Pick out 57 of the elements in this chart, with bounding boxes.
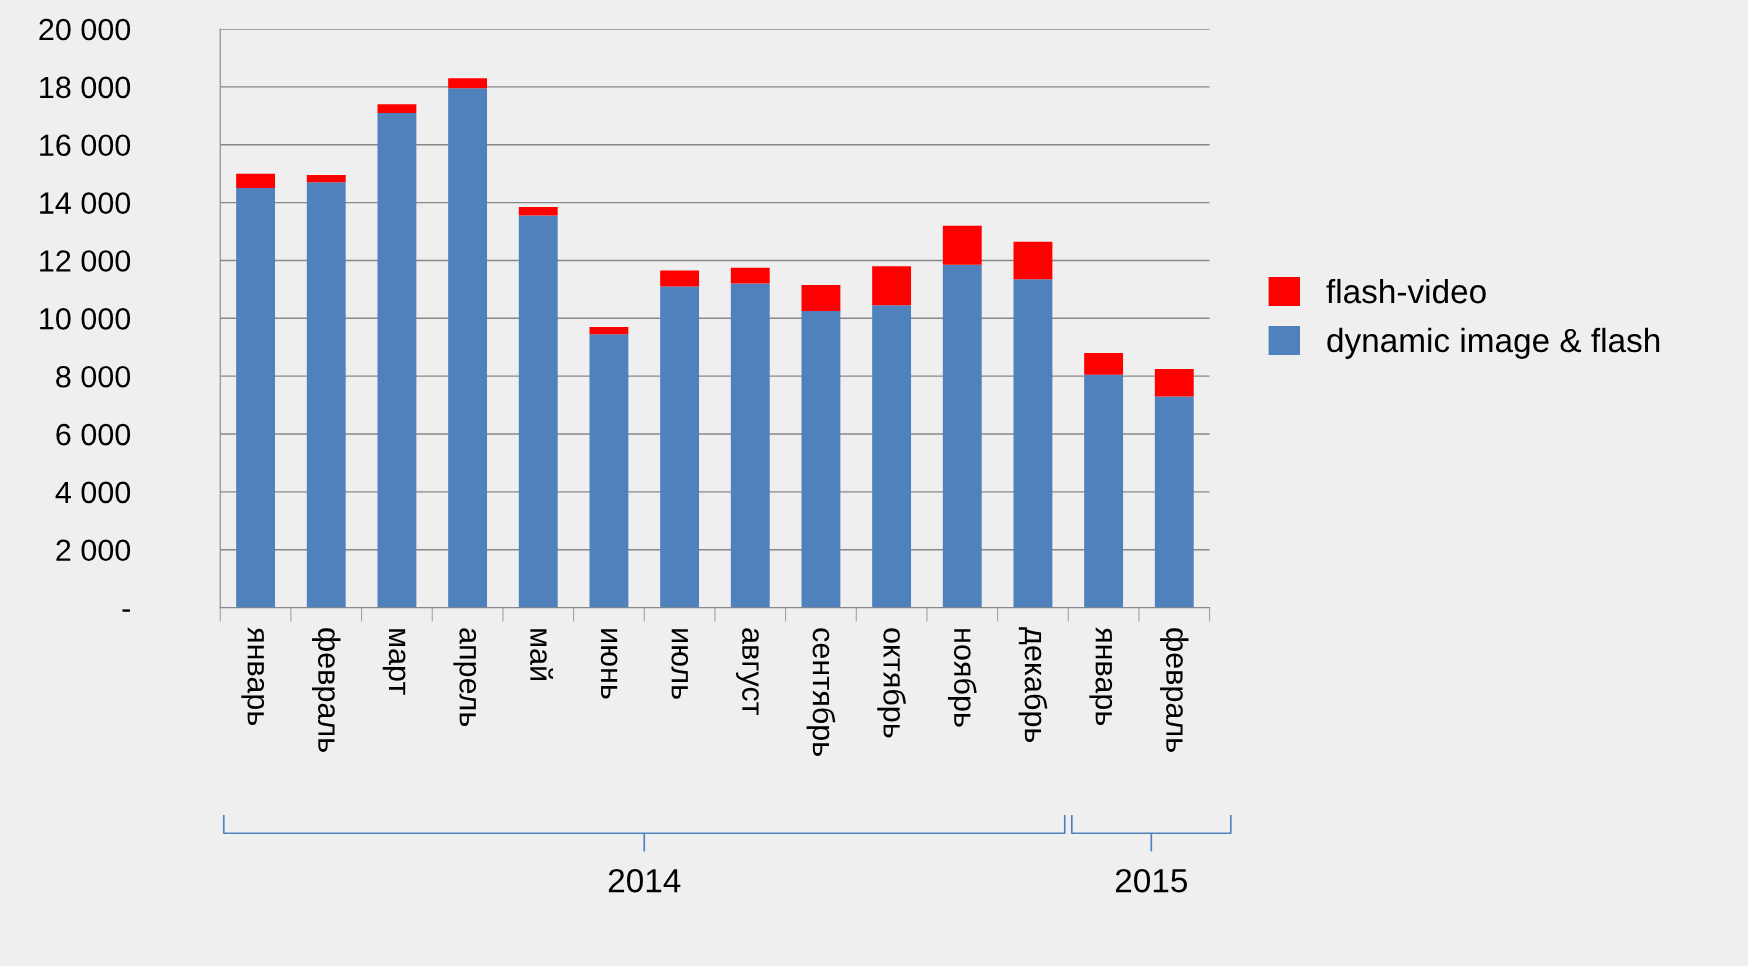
bar xyxy=(448,78,488,89)
bar xyxy=(377,112,417,608)
bar xyxy=(1154,368,1194,397)
x-tick-label: май xyxy=(530,629,554,681)
bar xyxy=(377,104,417,113)
bar xyxy=(518,206,558,216)
y-tick-label: 10 000 xyxy=(40,308,131,330)
bar xyxy=(660,270,700,287)
y-tick-label: 18 000 xyxy=(40,76,131,99)
x-tick-label: октябрь xyxy=(877,628,906,738)
bar xyxy=(660,286,700,608)
x-tick-label: июль xyxy=(671,629,689,699)
x-tick-label: сентябрь xyxy=(806,628,836,756)
bar xyxy=(589,334,629,608)
x-tick-label: февраль xyxy=(312,628,341,752)
bar xyxy=(730,267,770,284)
y-tick-label: 20 000 xyxy=(39,18,131,41)
x-tick-label: март xyxy=(382,629,406,695)
x-tick-label: декабрь xyxy=(1018,627,1048,743)
bar xyxy=(942,264,982,608)
legend-label: dynamic image & flash xyxy=(1327,327,1660,359)
x-tick-label: август xyxy=(736,628,759,716)
legend-label: flash-video xyxy=(1326,278,1486,304)
bar xyxy=(942,225,982,265)
bar xyxy=(1084,353,1124,375)
x-tick-label: апрель xyxy=(453,628,477,727)
x-tick-label: январь xyxy=(1089,627,1113,726)
y-tick-label: - xyxy=(122,609,130,612)
bar xyxy=(1013,279,1053,608)
bar xyxy=(236,173,276,189)
bar xyxy=(1013,241,1053,280)
y-tick-label: 2 000 xyxy=(56,539,131,562)
bar xyxy=(306,175,346,183)
y-tick-label: 16 000 xyxy=(40,134,131,157)
y-tick-label: 12 000 xyxy=(40,250,131,272)
text: 2015 xyxy=(1115,868,1187,893)
y-tick-label: 6 000 xyxy=(56,423,131,446)
bar xyxy=(1084,374,1124,608)
bar xyxy=(1154,396,1194,608)
bar xyxy=(306,182,346,608)
bar xyxy=(589,326,629,335)
bar xyxy=(236,188,276,608)
y-tick-label: 4 000 xyxy=(55,481,131,504)
text: 2014 xyxy=(608,868,681,893)
bar xyxy=(872,305,912,608)
bar xyxy=(801,311,841,608)
x-tick-label: февраль xyxy=(1160,628,1189,752)
bar xyxy=(801,285,841,312)
x-tick-label: июнь xyxy=(600,629,618,699)
bar xyxy=(518,215,558,608)
bar xyxy=(872,266,912,306)
x-tick-label: ноябрь xyxy=(947,629,977,727)
bar xyxy=(448,88,488,608)
y-tick-label: 14 000 xyxy=(40,192,131,214)
bar xyxy=(730,283,770,608)
x-tick-label: январь xyxy=(241,627,265,726)
y-tick-label: 8 000 xyxy=(56,365,131,388)
